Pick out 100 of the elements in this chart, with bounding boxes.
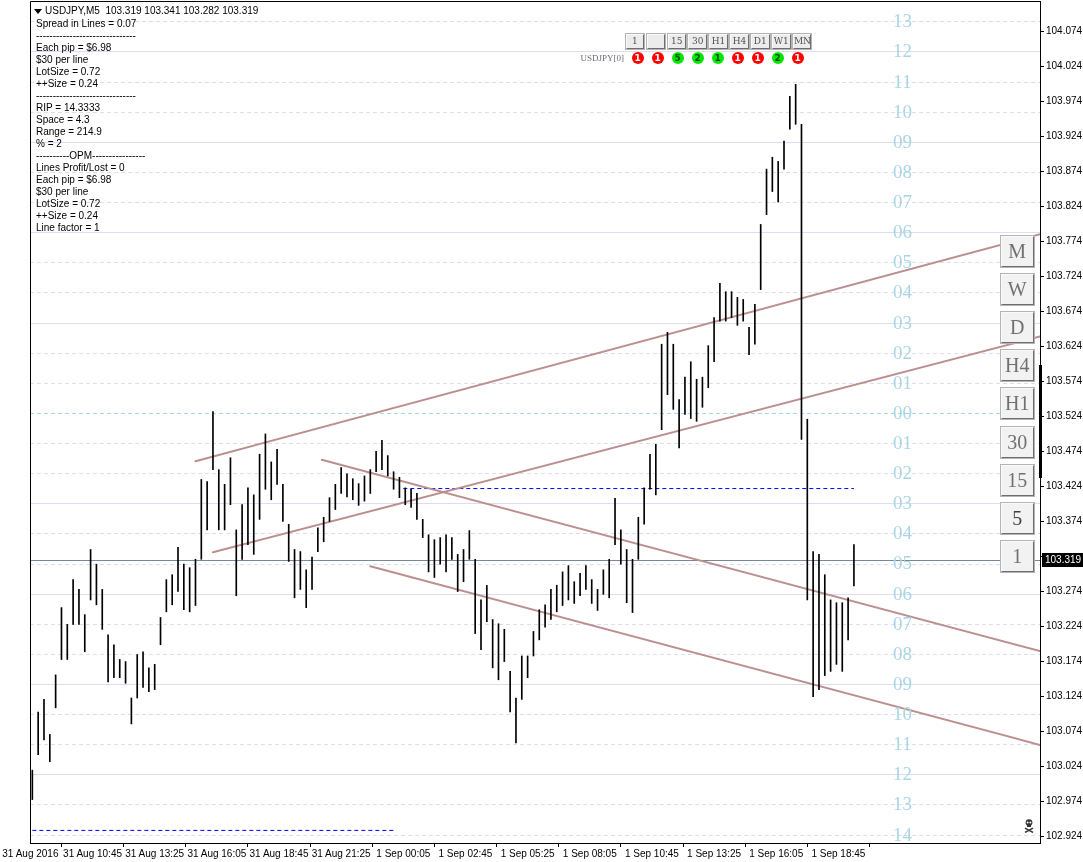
y-tick-label: 103.174: [1046, 655, 1083, 667]
annotation: LotSize = 0.72: [36, 66, 101, 78]
y-tick-label: 103.124: [1046, 690, 1083, 702]
y-tick-label: 103.824: [1046, 200, 1083, 211]
y-tick-label: 103.424: [1046, 480, 1083, 492]
x-tick-label: 1 Sep 00:05: [376, 847, 431, 859]
number-badge: 1: [751, 52, 764, 64]
annotation: 30: [1007, 430, 1028, 453]
period-button: H4: [1000, 350, 1034, 382]
period-button: H1: [1000, 388, 1034, 420]
y-tick-label: 103.374: [1046, 515, 1083, 527]
annotation: 03: [892, 492, 912, 514]
period-button: 30: [688, 34, 707, 49]
x-tick-label: 31 Aug 13:25: [125, 847, 185, 859]
annotation: 08: [892, 160, 912, 182]
annotation: ++Size = 0.24: [36, 78, 98, 90]
annotation: Range = 214.9: [36, 126, 102, 138]
number-badge: 2: [771, 52, 784, 64]
annotation: Each pip = $6.98: [36, 174, 112, 186]
period-button: 15: [667, 34, 686, 49]
annotation: Line factor = 1: [36, 222, 100, 234]
y-tick-label: 103.974: [1046, 94, 1083, 106]
y-tick-label: 103.224: [1046, 620, 1083, 632]
annotation: 10: [892, 100, 912, 122]
ref-line-label: 103.319: [1045, 554, 1082, 566]
period-button: M: [1000, 236, 1034, 267]
y-tick-label: 103.874: [1046, 164, 1083, 176]
annotation: 14: [892, 823, 913, 845]
period-button: 1: [625, 34, 645, 49]
y-tick-label: 103.624: [1046, 340, 1083, 352]
annotation: 04: [892, 522, 913, 544]
period-button: H4: [730, 34, 749, 49]
period-button: W1: [772, 34, 791, 49]
period-button: 5: [1000, 502, 1034, 534]
y-tick-label: 103.524: [1046, 410, 1083, 422]
y-tick-label: 104.024: [1046, 59, 1083, 71]
annotation: M: [1008, 240, 1027, 262]
y-tick-label: 104.074: [1046, 24, 1083, 36]
annotation: 11: [893, 733, 912, 755]
annotation: Lines Profit/Lost = 0: [36, 162, 125, 174]
annotation: 08: [892, 642, 912, 664]
annotation: 5: [1012, 506, 1023, 529]
x-tick-label: 31 Aug 18:45: [249, 847, 309, 859]
x-tick-label: 1 Sep 13:25: [687, 847, 742, 859]
annotation: 00: [892, 401, 912, 423]
y-tick-label: 103.724: [1046, 270, 1083, 282]
x-tick-label: 31 Aug 16:05: [187, 847, 247, 859]
annotation: 09: [892, 672, 912, 694]
annotation: W: [1007, 278, 1027, 301]
number-badge: 1: [631, 52, 644, 64]
annotation: Space = 4.3: [36, 114, 90, 126]
period-button: W: [1000, 274, 1034, 306]
annotation: 04: [892, 281, 913, 303]
annotation: $30 per line: [36, 54, 89, 66]
annotation: USDJPY[0]: [580, 52, 624, 64]
x-tick-label: 1 Sep 02:45: [438, 847, 493, 859]
y-tick-label: 103.674: [1046, 305, 1083, 317]
chart-title: USDJPY,M5 103.319 103.341 103.282 103.319: [45, 5, 259, 17]
annotation: 12: [892, 40, 912, 62]
y-tick-label: 103.574: [1046, 375, 1083, 387]
annotation: ------------------------------: [36, 90, 136, 102]
number-badge: 1: [711, 52, 724, 64]
annotation: 13: [892, 793, 912, 815]
annotation: Each pip = $6.98: [36, 42, 112, 54]
annotation: 07: [892, 612, 912, 634]
x-tick-label: 1 Sep 08:05: [562, 847, 618, 859]
annotation: D: [1010, 316, 1025, 339]
x-tick-label: 1 Sep 05:25: [500, 847, 556, 859]
period-button: D: [1000, 312, 1034, 344]
annotation: 13: [892, 10, 912, 32]
x-tick-label: 1 Sep 18:45: [811, 847, 866, 859]
period-button: D1: [751, 34, 770, 49]
x-tick-label: 31 Aug 21:25: [311, 847, 372, 859]
number-badge: 1: [731, 52, 744, 64]
number-badge: 5: [671, 52, 684, 64]
number-badge: 1: [651, 52, 664, 64]
annotation: 06: [892, 221, 912, 243]
annotation: Spread in Lines = 0.07: [36, 18, 137, 30]
annotation: 15: [671, 36, 683, 46]
annotation: 10: [892, 703, 912, 725]
annotation: RIP = 14.3333: [36, 102, 101, 114]
number-badge: 2: [691, 52, 704, 64]
y-tick-label: 103.274: [1046, 585, 1083, 597]
annotation: 02: [892, 462, 912, 484]
y-tick-label: 103.924: [1046, 129, 1083, 141]
period-button: 15: [1000, 464, 1034, 496]
y-tick-label: 102.924: [1046, 830, 1083, 842]
y-tick-label: 103.774: [1046, 235, 1083, 247]
period-button: 30: [1000, 426, 1034, 458]
annotation: 1: [1012, 544, 1023, 567]
annotation: ------------------------------: [36, 30, 136, 42]
annotation: LotSize = 0.72: [36, 198, 101, 210]
y-tick-label: 103.074: [1046, 725, 1083, 737]
x-tick-label: 31 Aug 10:45: [63, 847, 123, 859]
annotation: ----------OPM----------------: [36, 150, 146, 162]
annotation: 06: [892, 582, 912, 604]
annotation: % = 2: [36, 138, 62, 150]
annotation: 01: [892, 371, 912, 393]
annotation: 05: [892, 251, 912, 273]
x-tick-label: 1 Sep 16:05: [749, 847, 804, 859]
